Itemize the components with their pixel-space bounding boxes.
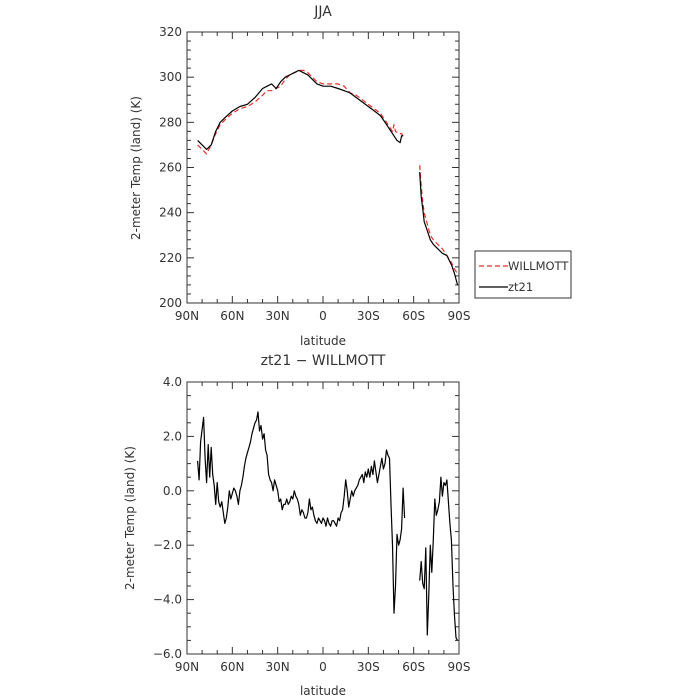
bottom-y-tick-label: −4.0 [153,593,182,607]
top-series-willmott-line [419,165,458,274]
top-x-tick-label: 30S [357,309,380,323]
bottom-series-difference-line [197,411,406,614]
bottom-y-tick-label: −2.0 [153,538,182,552]
bottom-x-tick-label: 60N [220,660,244,674]
top-series-zt21-line [419,171,459,286]
bottom-y-axis-label: 2-meter Temp (land) (K) [123,446,137,590]
top-x-axis-label: latitude [300,334,346,348]
top-y-axis-ticks: 200 220 240 260 280 300 320 [159,25,459,310]
top-y-tick-label: 280 [159,115,182,129]
top-x-tick-label: 0 [319,309,327,323]
legend-label-zt21: zt21 [508,280,533,294]
legend-label-willmott: WILLMOTT [508,259,569,273]
bottom-panel: zt21 − WILLMOTT 90N 60N 30N 0 30S 60S 90S −6.0… [123,353,470,698]
legend: WILLMOTT zt21 [474,250,572,299]
bottom-y-tick-label: 2.0 [163,429,182,443]
top-x-tick-label: 30N [266,309,290,323]
top-y-tick-label: 200 [159,296,182,310]
legend-box [474,250,572,299]
bottom-x-tick-label: 30S [357,660,380,674]
bottom-series-difference-line [419,476,459,641]
top-x-tick-label: 90N [175,309,199,323]
top-chart-title: JJA [313,4,332,20]
bottom-x-tick-label: 90S [448,660,471,674]
top-y-tick-label: 240 [159,206,182,220]
bottom-y-tick-label: −6.0 [153,647,182,661]
top-series-willmott-line [197,69,404,155]
bottom-chart-title: zt21 − WILLMOTT [261,353,386,369]
top-x-tick-label: 90S [448,309,471,323]
bottom-x-tick-label: 90N [175,660,199,674]
bottom-x-axis-label: latitude [300,684,346,698]
top-series-zt21-line [197,69,404,150]
top-x-axis-ticks: 90N 60N 30N 0 30S 60S 90S [175,32,471,323]
bottom-x-tick-label: 0 [319,660,327,674]
bottom-x-tick-label: 60S [402,660,425,674]
bottom-y-tick-label: 0.0 [163,484,182,498]
top-plot-frame [186,31,460,304]
bottom-x-tick-label: 30N [266,660,290,674]
top-x-tick-label: 60N [220,309,244,323]
top-panel: JJA 90N 60N 30N 0 30S 60S 90S 200 220 240 260 280 3… [129,4,470,348]
bottom-y-axis-ticks: −6.0 −4.0 −2.0 0.0 2.0 4.0 [153,375,459,661]
top-series-lines [197,69,459,286]
bottom-x-axis-ticks: 90N 60N 30N 0 30S 60S 90S [175,382,471,674]
top-y-axis-label: 2-meter Temp (land) (K) [129,96,143,240]
top-y-tick-label: 220 [159,251,182,265]
top-y-tick-label: 260 [159,161,182,175]
top-x-tick-label: 60S [402,309,425,323]
top-y-tick-label: 300 [159,70,182,84]
bottom-series-lines [197,411,459,641]
bottom-y-tick-label: 4.0 [163,375,182,389]
top-y-tick-label: 320 [159,25,182,39]
